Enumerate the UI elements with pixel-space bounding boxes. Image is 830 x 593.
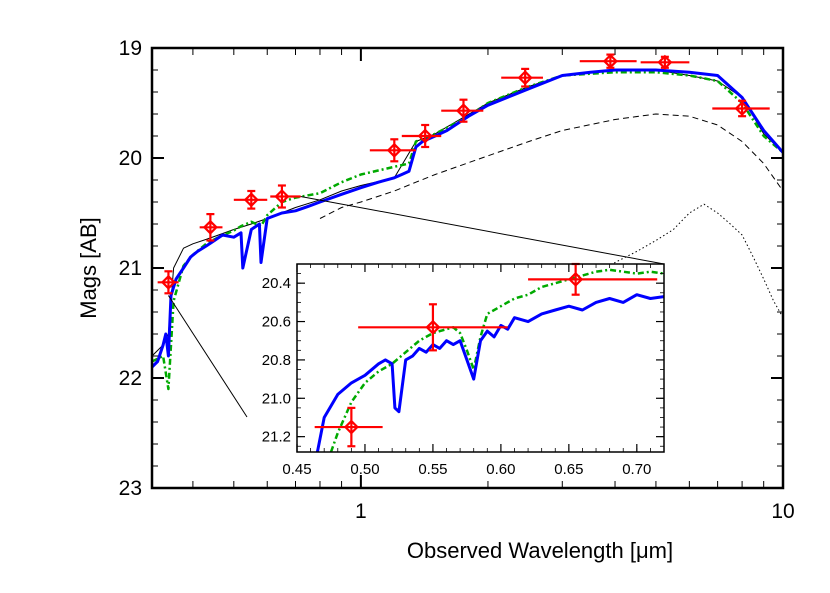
inset-data-point (358, 303, 508, 352)
main-diamond-marker (243, 192, 259, 208)
inset-x-tick-label: 0.70 (622, 461, 651, 478)
main-data-point (199, 213, 223, 242)
x-tick-label: 10 (771, 500, 794, 523)
main-series-dotted-line (573, 203, 783, 318)
inset-x-tick-label: 0.45 (282, 461, 311, 478)
main-data-point (579, 53, 637, 69)
inset-series-dash-dot-line (329, 268, 664, 452)
inset-x-tick-label: 0.65 (554, 461, 583, 478)
x-tick-label: 1 (355, 500, 367, 523)
inset-x-tick-label: 0.55 (418, 461, 447, 478)
main-data-point (369, 138, 416, 163)
inset-x-tick-label: 0.60 (486, 461, 515, 478)
main-data-point (270, 184, 301, 209)
inset-y-tick-label: 20.6 (262, 314, 291, 331)
y-tick-label: 22 (119, 367, 142, 390)
main-data-point (640, 54, 690, 70)
inset-series-group (315, 268, 664, 452)
y-axis-title: Mags [AB] (76, 217, 101, 318)
main-data-point (501, 67, 543, 88)
main-diamond-marker (657, 54, 673, 70)
main-series-solid-thick-line (152, 68, 783, 369)
inset-series-solid-thick-line (315, 293, 664, 452)
main-data-point (233, 189, 268, 210)
main-series-group (152, 68, 783, 391)
main-data-point (712, 99, 770, 118)
inset-diamond-marker (343, 419, 359, 435)
zoom-indicator-lines (168, 196, 665, 418)
main-diamond-marker (417, 128, 433, 144)
zoom-line-lower (168, 295, 248, 418)
inset-y-tick-label: 20.8 (262, 352, 291, 369)
main-diamond-marker (734, 100, 750, 117)
main-axis-ticks: 19 20 21 22 23 1 10 (119, 37, 795, 523)
main-series-dashed-line (319, 113, 783, 219)
inset-y-tick-label: 21.0 (262, 390, 291, 407)
main-diamond-marker (517, 70, 533, 86)
inset-y-tick-label: 21.2 (262, 429, 291, 446)
main-diamond-marker (202, 219, 218, 235)
y-tick-label: 23 (119, 477, 142, 500)
main-data-point (401, 123, 442, 149)
y-tick-label: 20 (119, 147, 142, 170)
main-diamond-marker (455, 103, 472, 119)
x-axis-title: Observed Wavelength [μm] (407, 538, 673, 563)
inset-x-tick-label: 0.50 (350, 461, 379, 478)
inset-plot-frame (296, 263, 665, 453)
main-data-point (441, 98, 484, 123)
main-points-layer (157, 53, 770, 295)
zoom-line-upper (300, 196, 665, 265)
main-series-layer (152, 68, 783, 391)
inset-y-tick-label: 20.4 (262, 275, 291, 292)
main-data-point (157, 270, 179, 295)
inset-data-point (314, 406, 383, 448)
inset-diamond-marker (568, 271, 584, 287)
main-diamond-marker (386, 142, 402, 158)
y-tick-label: 19 (119, 37, 142, 60)
inset-diamond-marker (425, 319, 441, 335)
inset-background (297, 264, 664, 452)
inset-points-layer (314, 262, 658, 448)
inset-series-layer (315, 268, 664, 452)
main-diamond-marker (602, 53, 618, 69)
main-diamond-marker (160, 274, 176, 290)
y-tick-label: 21 (119, 257, 142, 280)
main-diamond-marker (274, 188, 290, 205)
inset-axis-ticks: 20.4 20.6 20.8 21.0 21.2 0.45 0.50 0.55 0.60 0.65… (262, 263, 665, 478)
